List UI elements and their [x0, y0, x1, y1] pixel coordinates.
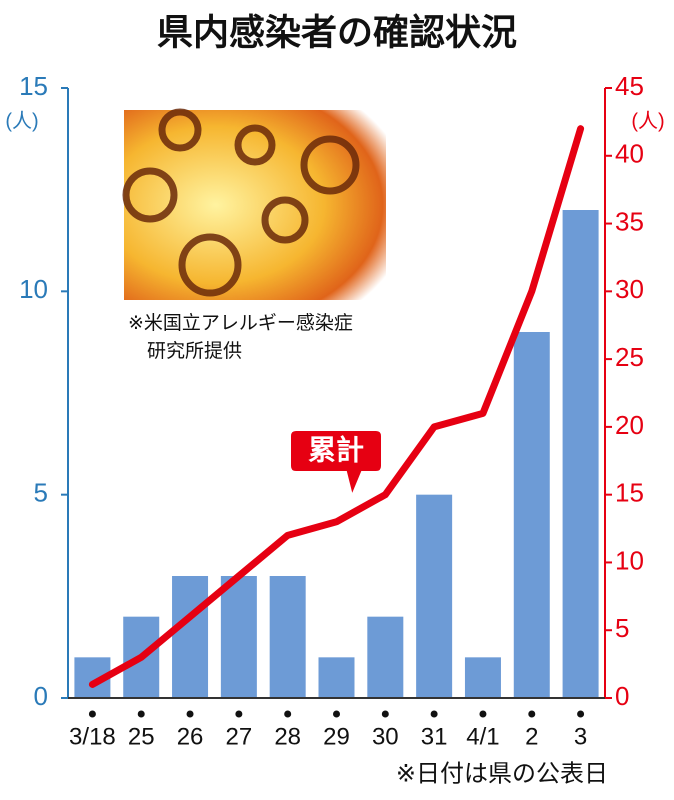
y-tick-label: 0 [34, 681, 48, 711]
y-tick-label: 5 [34, 478, 48, 508]
y2-tick-label: 20 [615, 410, 644, 440]
x-tick-label: 25 [128, 723, 155, 750]
x-tick-dot [333, 710, 340, 718]
x-tick-dot [88, 710, 96, 718]
x-tick-label: 3 [574, 723, 587, 750]
chart-title: 県内感染者の確認状況 [157, 12, 517, 53]
x-tick-dot [381, 710, 389, 718]
y2-tick-label: 10 [615, 545, 644, 575]
bar [220, 576, 257, 698]
x-tick-label: 4/1 [466, 723, 499, 750]
x-tick-dot [284, 710, 292, 718]
caption: ※米国立アレルギー感染症 [128, 312, 353, 334]
x-tick-label: 29 [323, 723, 350, 750]
y2-axis-label: (人) [631, 109, 664, 132]
line-callout [289, 429, 383, 500]
photo [122, 108, 386, 300]
bar [318, 657, 355, 698]
bar [269, 576, 306, 698]
y2-tick-label: 40 [615, 139, 644, 169]
x-tick-label: 30 [372, 723, 399, 750]
caption: 研究所提供 [147, 340, 242, 362]
y2-tick-label: 15 [615, 478, 644, 508]
x-tick-label: 26 [177, 723, 204, 750]
footnote: ※日付は県の公表日 [396, 760, 608, 787]
y2-tick-label: 5 [615, 613, 629, 643]
x-tick-dot [577, 710, 585, 718]
bar [513, 332, 550, 698]
y2-tick-label: 30 [615, 274, 644, 304]
y-axis-label: (人) [5, 109, 38, 132]
x-tick-label: 27 [226, 723, 253, 750]
y2-tick-label: 25 [615, 342, 644, 372]
line-label: 累計 [308, 433, 364, 465]
x-tick-label: 28 [274, 723, 301, 750]
x-tick-label: 2 [525, 723, 538, 750]
bar [367, 616, 404, 698]
y-tick-label: 10 [19, 274, 48, 304]
y2-tick-label: 45 [615, 71, 644, 101]
x-tick-dot [430, 710, 438, 718]
y-tick-label: 15 [19, 71, 48, 101]
x-tick-dot [479, 710, 487, 718]
bar [562, 210, 599, 698]
x-tick-dot [235, 710, 243, 718]
y2-tick-label: 35 [615, 206, 644, 236]
bar [464, 657, 501, 698]
bar [416, 494, 453, 698]
bars [74, 210, 599, 698]
cumulative-line [88, 125, 585, 688]
bar [172, 576, 209, 698]
x-tick-label: 31 [421, 723, 448, 750]
x-tick-dot [186, 710, 194, 718]
x-tick-dot [528, 710, 536, 718]
x-tick-label: 3/18 [69, 723, 116, 750]
x-tick-dot [137, 710, 145, 718]
y2-tick-label: 0 [615, 681, 629, 711]
